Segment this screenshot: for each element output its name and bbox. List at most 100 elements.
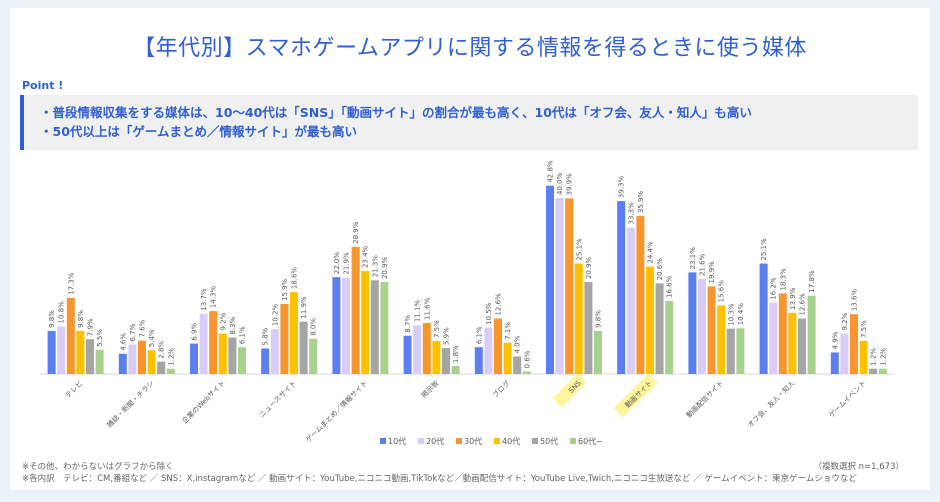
legend-label: 60代~ bbox=[578, 436, 603, 446]
bar bbox=[707, 286, 716, 374]
category-label-text: ニュースサイト bbox=[258, 379, 298, 419]
category-label-text: オフ会、友人・知人 bbox=[746, 378, 797, 429]
data-label: 6.1% bbox=[475, 326, 483, 344]
point-box: ・普段情報収集をする媒体は、10～40代は「SNS」「動画サイト」の割合が最も高… bbox=[20, 95, 918, 150]
data-label: 9.8% bbox=[77, 310, 85, 328]
data-label: 12.6% bbox=[495, 293, 503, 316]
bar bbox=[66, 297, 75, 374]
bar bbox=[332, 277, 341, 374]
data-label: 10.8% bbox=[58, 301, 66, 324]
data-label: 7.1% bbox=[504, 322, 512, 340]
category-label: テレビ bbox=[63, 378, 84, 399]
data-label: 7.5% bbox=[433, 320, 441, 338]
data-label: 19.9% bbox=[708, 261, 716, 284]
data-label: 23.4% bbox=[362, 245, 370, 268]
data-label: 21.6% bbox=[699, 253, 707, 276]
data-label: 10.4% bbox=[737, 303, 745, 326]
bar bbox=[636, 216, 645, 374]
category-label: ゲームまとめ／情報サイト bbox=[304, 378, 370, 444]
bar bbox=[199, 313, 208, 374]
point-line: ・普段情報収集をする媒体は、10～40代は「SNS」「動画サイト」の割合が最も高… bbox=[40, 105, 752, 120]
data-label: 1.2% bbox=[879, 348, 887, 366]
legend-swatch bbox=[418, 438, 424, 444]
data-label: 4.0% bbox=[514, 335, 522, 353]
bar bbox=[503, 342, 512, 374]
bar bbox=[261, 348, 270, 374]
data-label: 17.8% bbox=[808, 270, 816, 293]
data-label: 42.8% bbox=[547, 160, 555, 183]
bar bbox=[442, 348, 450, 374]
category-label: ニュースサイト bbox=[258, 379, 298, 419]
bar bbox=[850, 314, 858, 374]
bar bbox=[128, 344, 137, 374]
point-line: ・50代以上は「ゲームまとめ／情報サイト」が最も高い bbox=[40, 124, 358, 139]
bar bbox=[522, 371, 531, 374]
data-label: 33.3% bbox=[627, 202, 635, 225]
legend-label: 50代 bbox=[540, 436, 558, 446]
data-label: 8.3% bbox=[229, 316, 237, 334]
bar bbox=[57, 326, 66, 374]
bar bbox=[869, 368, 878, 374]
legend-swatch bbox=[380, 438, 386, 444]
note-excluded: ※その他、わからないはグラフから除く bbox=[22, 462, 174, 472]
category-label-text: 掲示板 bbox=[419, 378, 440, 399]
data-label: 9.2% bbox=[219, 312, 227, 330]
data-label: 5.8% bbox=[262, 327, 270, 345]
data-label: 23.1% bbox=[689, 247, 697, 270]
bar bbox=[474, 347, 483, 374]
bar bbox=[47, 330, 56, 374]
bar bbox=[726, 328, 735, 374]
bar bbox=[342, 277, 350, 374]
legend-swatch bbox=[532, 438, 538, 444]
data-label: 0.6% bbox=[523, 350, 531, 368]
bar bbox=[698, 278, 706, 374]
data-label: 5.5% bbox=[96, 329, 104, 347]
bar bbox=[209, 311, 218, 374]
bar bbox=[565, 198, 574, 374]
data-label: 11.9% bbox=[300, 296, 308, 319]
bar bbox=[86, 339, 94, 374]
bar bbox=[840, 333, 849, 374]
data-label: 15.9% bbox=[281, 278, 289, 301]
category-highlight bbox=[552, 373, 587, 408]
bar bbox=[290, 292, 298, 374]
bar bbox=[655, 283, 664, 374]
bar bbox=[238, 347, 246, 374]
bar bbox=[118, 353, 127, 374]
category-label: 企業のWebサイト bbox=[180, 378, 227, 425]
data-label: 7.6% bbox=[139, 319, 147, 337]
bar bbox=[413, 325, 422, 374]
bar bbox=[584, 282, 593, 374]
bar bbox=[574, 263, 583, 374]
category-label: SNS bbox=[552, 373, 587, 408]
data-label: 21.3% bbox=[371, 255, 379, 278]
data-label: 11.1% bbox=[414, 300, 422, 323]
bar bbox=[484, 327, 493, 374]
bar bbox=[878, 368, 887, 374]
data-label: 21.9% bbox=[343, 252, 351, 275]
data-label: 1.8% bbox=[452, 345, 460, 363]
data-label: 4.6% bbox=[119, 333, 127, 351]
bar bbox=[626, 227, 635, 374]
bar bbox=[218, 333, 227, 374]
page-title: 【年代別】スマホゲームアプリに関する情報を得るときに使う媒体 bbox=[133, 36, 807, 61]
data-label: 13.6% bbox=[851, 289, 859, 312]
category-label-text: 動画配信サイト bbox=[684, 378, 725, 419]
data-label: 20.9% bbox=[381, 256, 389, 279]
data-label: 15.6% bbox=[718, 280, 726, 303]
data-label: 10.2% bbox=[271, 304, 279, 327]
data-label: 22.0% bbox=[333, 252, 341, 275]
bar bbox=[403, 335, 412, 374]
data-label: 9.8% bbox=[595, 310, 603, 328]
sample-size: （複数選択 n=1,673） bbox=[813, 462, 904, 472]
bar bbox=[309, 338, 318, 374]
category-label-text: 動画サイト bbox=[623, 378, 654, 409]
bar bbox=[380, 282, 389, 374]
bar bbox=[736, 328, 745, 374]
data-label: 12.6% bbox=[799, 293, 807, 316]
legend-label: 30代 bbox=[464, 436, 482, 446]
category-label-text: 企業のWebサイト bbox=[180, 378, 227, 425]
data-label: 7.5% bbox=[860, 320, 868, 338]
bar bbox=[190, 343, 198, 374]
